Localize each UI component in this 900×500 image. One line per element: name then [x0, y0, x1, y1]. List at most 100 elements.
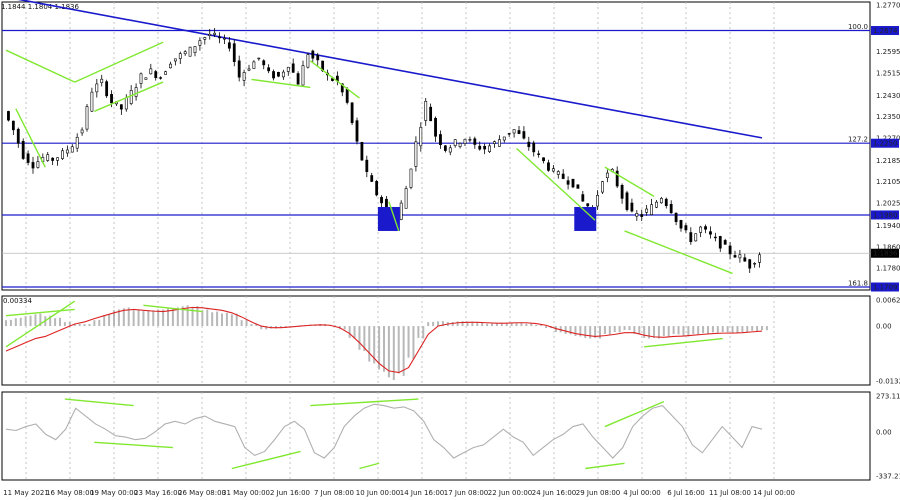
macd-pane[interactable]: 0.00334 0.00628 0.00 -0.01323	[1, 295, 900, 386]
macd-histogram-bar	[54, 318, 57, 327]
candle-body	[331, 78, 334, 81]
candle-body	[149, 68, 153, 75]
candle-body	[566, 180, 570, 185]
macd-histogram-bar	[373, 326, 376, 364]
macd-histogram-bar	[137, 309, 140, 327]
price-pane[interactable]: 1.2770 1.2595 1.2515 1.2430 1.2350 1.2270 1.21…	[1, 0, 900, 292]
macd-histogram-bar	[653, 326, 655, 338]
x-tick-label: 14 Jul 00:00	[753, 489, 795, 497]
macd-histogram-bar	[68, 321, 71, 327]
macd-histogram-bar	[14, 318, 17, 327]
candle-body	[718, 236, 722, 249]
macd-histogram-bar	[623, 326, 626, 331]
macd-histogram-bar	[648, 326, 651, 339]
candle-body	[743, 257, 747, 262]
macd-histogram-bar	[343, 326, 346, 330]
candle-body	[144, 77, 148, 80]
macd-histogram-bar	[39, 313, 42, 327]
candle-body	[679, 220, 683, 229]
macd-histogram-bar	[530, 323, 533, 327]
level-price-badge	[871, 26, 899, 36]
candle-body	[218, 36, 221, 39]
candle-body	[733, 255, 737, 258]
candle-body	[237, 60, 241, 78]
candle-body	[429, 106, 433, 122]
candle-body	[164, 71, 167, 75]
candle-body	[488, 145, 491, 152]
macd-histogram-bar	[63, 322, 66, 327]
macd-histogram-bar	[584, 326, 587, 338]
macd-histogram-bar	[73, 324, 76, 327]
macd-histogram-bar	[741, 326, 744, 332]
candle-body	[689, 232, 693, 243]
candle-body	[709, 231, 712, 235]
macd-histogram-bar	[255, 323, 258, 327]
price-tick-label: 1.2430	[876, 92, 900, 100]
cci-line	[5, 403, 763, 459]
macd-histogram-bar	[333, 325, 336, 327]
macd-histogram-bar	[574, 326, 577, 336]
macd-histogram-bar	[240, 320, 243, 327]
macd-histogram-bar	[103, 315, 106, 327]
macd-histogram-bar	[491, 323, 493, 327]
x-tick-label: 22 Jun 00:00	[488, 489, 532, 497]
level-price-badge	[871, 282, 899, 292]
macd-histogram-bar	[235, 313, 238, 327]
candle-body	[635, 213, 639, 217]
macd-histogram-bar	[211, 312, 214, 327]
macd-histogram-bar	[520, 322, 523, 327]
candle-body	[434, 117, 437, 137]
signal-box	[377, 206, 400, 231]
candle-body	[134, 87, 138, 97]
macd-histogram-bar	[186, 305, 189, 327]
macd-histogram-bar	[505, 322, 508, 327]
candle-body	[640, 214, 644, 217]
candle-body	[605, 172, 609, 179]
candle-body	[355, 120, 359, 142]
candle-body	[699, 226, 703, 233]
price-tick-label: 1.2025	[876, 200, 900, 208]
macd-histogram-bar	[535, 324, 538, 327]
candle-body	[291, 63, 295, 73]
level-price-label: 1.1709	[873, 284, 898, 292]
candle-body	[522, 131, 526, 139]
divergence-line	[5, 308, 75, 317]
cci-pane[interactable]: 273.1199 0.00 -337.2121	[1, 391, 900, 481]
x-tick-label: 31 May 00:00	[222, 489, 270, 497]
macd-histogram-bar	[29, 315, 32, 327]
x-tick-label: 26 May 08:00	[178, 489, 226, 497]
macd-value-label: 0.00334	[3, 297, 32, 305]
macd-histogram-bar	[98, 319, 101, 327]
macd-histogram-bar	[608, 326, 611, 335]
current-price-badge	[871, 248, 899, 258]
macd-histogram-bar	[412, 326, 415, 360]
price-tick-label: 1.2515	[876, 69, 900, 77]
candle-body	[227, 42, 231, 49]
candle-body	[443, 145, 447, 151]
candle-body	[31, 162, 35, 169]
macd-histogram-bar	[181, 306, 184, 327]
candle-body	[252, 61, 256, 69]
price-frame	[1, 1, 871, 291]
macd-histogram-bar	[657, 326, 660, 339]
candle-body	[625, 192, 629, 210]
macd-histogram-bar	[152, 310, 155, 327]
candle-body	[51, 157, 55, 161]
candle-body	[178, 53, 182, 59]
candle-body	[173, 58, 177, 62]
macd-histogram-bar	[456, 321, 459, 327]
candle-body	[713, 236, 717, 239]
candle-body	[85, 106, 89, 130]
candle-body	[463, 138, 467, 144]
divergence-line	[74, 41, 164, 83]
divergence-line	[624, 230, 733, 275]
divergence-line	[94, 81, 164, 112]
cci-tick-label: 0.00	[876, 428, 892, 436]
candle-body	[547, 162, 550, 171]
candle-body	[453, 139, 457, 146]
current-price-label: 1.1836	[873, 250, 898, 258]
price-tick-label: 1.2185	[876, 157, 900, 165]
macd-histogram-bar	[515, 322, 518, 327]
macd-histogram-bar	[216, 311, 219, 327]
candle-body	[576, 184, 580, 189]
